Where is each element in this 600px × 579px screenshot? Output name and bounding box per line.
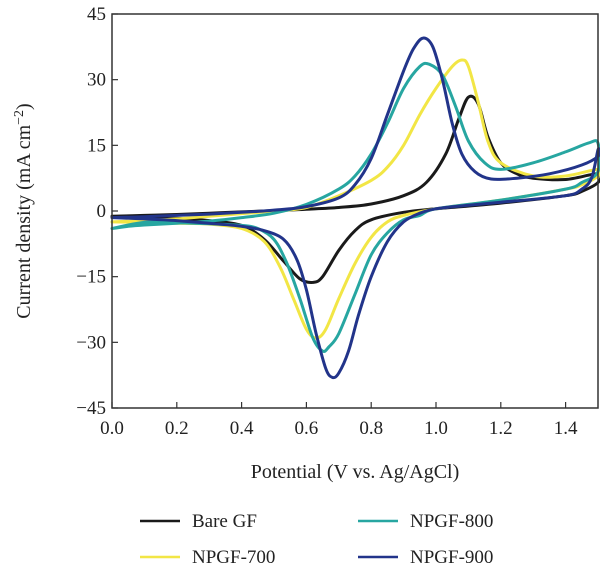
legend-item-npgf-800: NPGF-800	[358, 511, 493, 532]
series-bare-gf	[110, 94, 600, 284]
y-axis-title-sup: −2	[12, 110, 27, 125]
legend-label: NPGF-700	[192, 547, 275, 568]
x-tick-label: 0.0	[100, 418, 124, 439]
x-axis-ticks: 0.0 0.2 0.4 0.6 0.8 1.0 1.2 1.4	[100, 402, 578, 439]
legend-label: Bare GF	[192, 511, 257, 532]
x-tick-label: 0.8	[359, 418, 383, 439]
y-tick-label: 15	[87, 135, 106, 156]
x-tick-label: 1.4	[554, 418, 578, 439]
legend-item-npgf-700: NPGF-700	[140, 547, 275, 568]
y-tick-label: −30	[76, 332, 106, 353]
x-tick-label: 1.2	[489, 418, 513, 439]
legend-item-bare-gf: Bare GF	[140, 511, 257, 532]
series-npgf-900	[110, 36, 600, 380]
y-axis-title: Current density (mA cm−2)	[12, 103, 36, 318]
legend-label: NPGF-800	[410, 511, 493, 532]
legend: Bare GF NPGF-800 NPGF-700 NPGF-900	[140, 511, 493, 568]
plot-frame	[111, 13, 599, 409]
x-tick-label: 0.2	[165, 418, 189, 439]
y-tick-label: 45	[87, 4, 106, 25]
x-tick-label: 0.4	[230, 418, 254, 439]
x-tick-label: 1.0	[424, 418, 448, 439]
y-tick-label: −15	[76, 267, 106, 288]
y-axis-title-main: Current density (mA cm	[13, 124, 35, 318]
x-tick-label: 0.6	[295, 418, 319, 439]
y-axis-ticks: 45 30 15 0 −15 −30 −45	[76, 4, 118, 419]
y-axis-title-close: )	[13, 103, 35, 110]
legend-item-npgf-900: NPGF-900	[358, 547, 493, 568]
x-axis-title: Potential (V vs. Ag/AgCl)	[251, 461, 460, 483]
series-layer	[110, 36, 600, 380]
legend-label: NPGF-900	[410, 547, 493, 568]
y-tick-label: 0	[97, 201, 107, 222]
y-tick-label: −45	[76, 398, 106, 419]
y-tick-label: 30	[87, 70, 106, 91]
